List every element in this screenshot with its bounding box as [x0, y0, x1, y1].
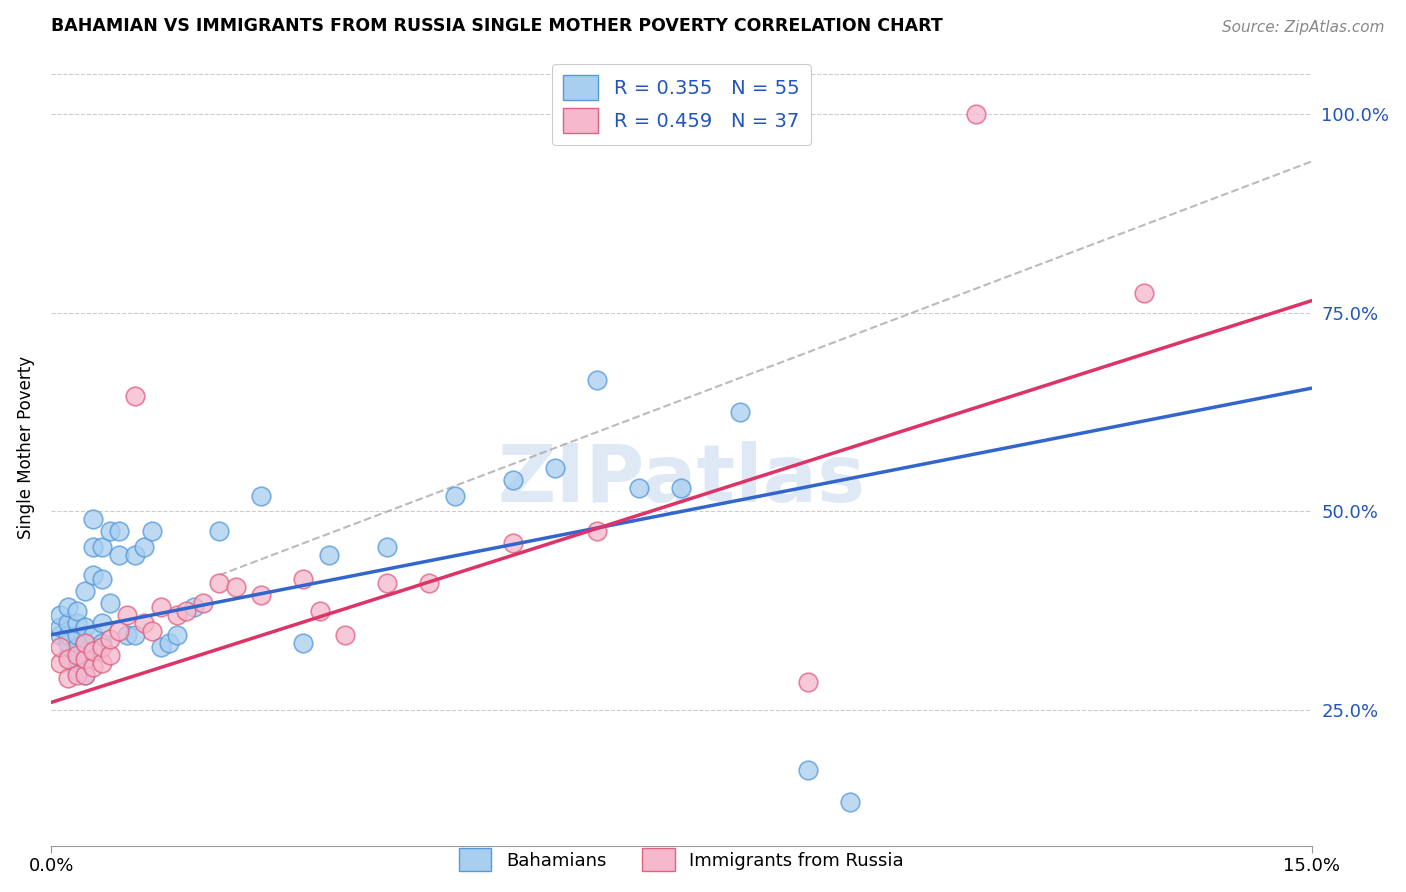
Point — [124, 389, 146, 403]
Point — [73, 667, 96, 681]
Point — [183, 599, 205, 614]
Point — [107, 524, 129, 539]
Point — [56, 628, 79, 642]
Point — [48, 607, 70, 622]
Point — [98, 524, 121, 539]
Point — [56, 636, 79, 650]
Point — [82, 541, 104, 555]
Point — [141, 624, 163, 638]
Point — [65, 664, 87, 678]
Point — [730, 405, 752, 419]
Point — [309, 604, 332, 618]
Text: BAHAMIAN VS IMMIGRANTS FROM RUSSIA SINGLE MOTHER POVERTY CORRELATION CHART: BAHAMIAN VS IMMIGRANTS FROM RUSSIA SINGL… — [52, 17, 943, 35]
Point — [292, 572, 315, 586]
Point — [796, 763, 818, 777]
Point — [628, 481, 651, 495]
Point — [250, 588, 273, 602]
Point — [208, 524, 231, 539]
Point — [225, 580, 247, 594]
Point — [48, 628, 70, 642]
Point — [115, 628, 138, 642]
Point — [56, 648, 79, 662]
Point — [174, 604, 197, 618]
Point — [73, 651, 96, 665]
Point — [149, 640, 172, 654]
Point — [65, 604, 87, 618]
Point — [1132, 285, 1154, 300]
Point — [73, 667, 96, 681]
Point — [73, 620, 96, 634]
Point — [98, 596, 121, 610]
Point — [157, 636, 180, 650]
Point — [98, 632, 121, 646]
Point — [56, 615, 79, 630]
Point — [73, 636, 96, 650]
Point — [166, 607, 188, 622]
Point — [124, 628, 146, 642]
Point — [418, 576, 440, 591]
Point — [90, 636, 112, 650]
Point — [443, 489, 465, 503]
Point — [544, 460, 567, 475]
Point — [65, 648, 87, 662]
Point — [838, 795, 860, 809]
Point — [48, 656, 70, 670]
Point — [377, 576, 399, 591]
Point — [73, 584, 96, 599]
Point — [82, 659, 104, 673]
Legend: Bahamians, Immigrants from Russia: Bahamians, Immigrants from Russia — [450, 839, 912, 880]
Point — [73, 636, 96, 650]
Point — [65, 615, 87, 630]
Point — [65, 628, 87, 642]
Point — [65, 640, 87, 654]
Point — [132, 541, 155, 555]
Point — [502, 536, 524, 550]
Point — [82, 512, 104, 526]
Point — [48, 620, 70, 634]
Point — [141, 524, 163, 539]
Point — [671, 481, 693, 495]
Point — [292, 636, 315, 650]
Point — [124, 548, 146, 562]
Point — [90, 656, 112, 670]
Y-axis label: Single Mother Poverty: Single Mother Poverty — [17, 356, 35, 540]
Point — [107, 548, 129, 562]
Point — [107, 624, 129, 638]
Point — [335, 628, 357, 642]
Point — [965, 107, 987, 121]
Point — [73, 651, 96, 665]
Point — [90, 640, 112, 654]
Point — [250, 489, 273, 503]
Point — [166, 628, 188, 642]
Point — [796, 675, 818, 690]
Point — [318, 548, 340, 562]
Point — [90, 541, 112, 555]
Point — [82, 643, 104, 657]
Text: Source: ZipAtlas.com: Source: ZipAtlas.com — [1222, 20, 1385, 35]
Text: ZIPatlas: ZIPatlas — [498, 441, 866, 518]
Point — [586, 373, 609, 387]
Point — [65, 651, 87, 665]
Point — [90, 572, 112, 586]
Point — [82, 568, 104, 582]
Point — [191, 596, 214, 610]
Point — [377, 541, 399, 555]
Point — [90, 615, 112, 630]
Point — [56, 599, 79, 614]
Point — [132, 615, 155, 630]
Point — [82, 643, 104, 657]
Point — [98, 648, 121, 662]
Point — [208, 576, 231, 591]
Point — [502, 473, 524, 487]
Point — [149, 599, 172, 614]
Point — [48, 640, 70, 654]
Point — [82, 628, 104, 642]
Point — [115, 607, 138, 622]
Point — [65, 667, 87, 681]
Point — [586, 524, 609, 539]
Point — [56, 651, 79, 665]
Point — [56, 672, 79, 686]
